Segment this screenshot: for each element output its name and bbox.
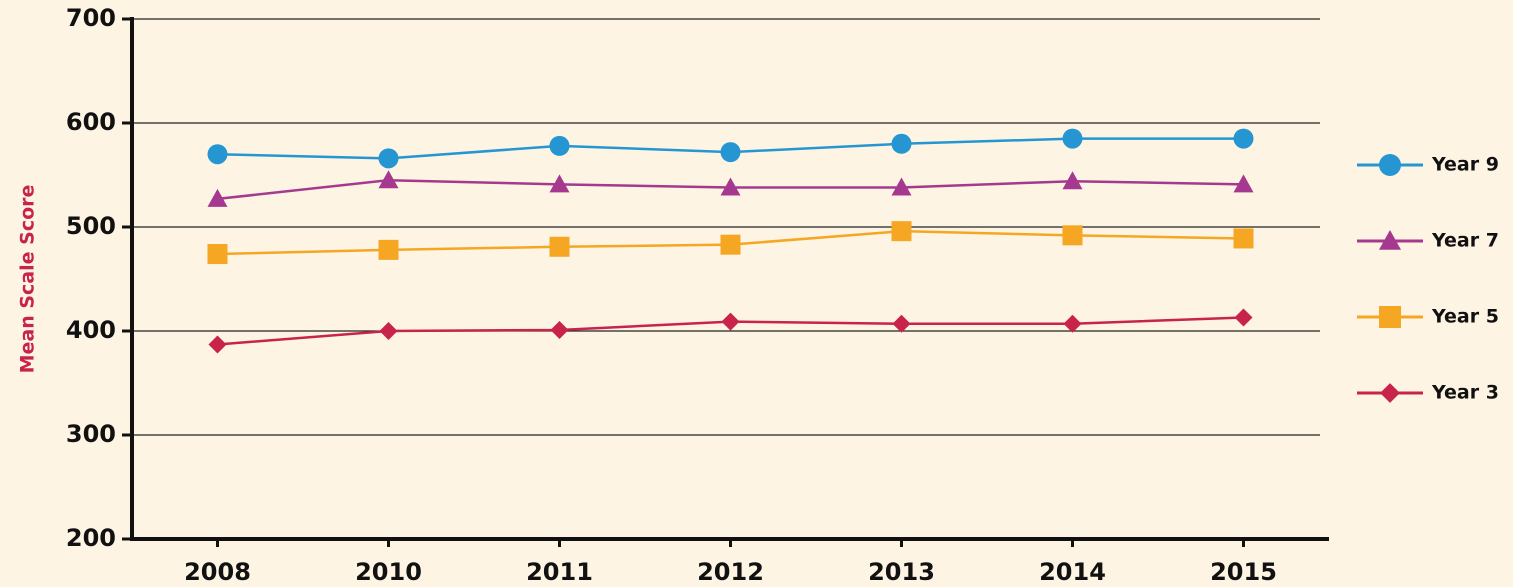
y-tick-label: 200: [66, 524, 116, 552]
point: [1379, 154, 1401, 176]
point: [208, 335, 227, 354]
point: [207, 244, 228, 265]
point: [378, 170, 399, 189]
x-tick-label: 2015: [1210, 558, 1277, 586]
point: [891, 177, 912, 196]
y-tick-label: 600: [66, 108, 116, 136]
point: [207, 188, 228, 207]
point: [891, 133, 912, 154]
point: [891, 221, 912, 242]
legend-label: Year 5: [1431, 306, 1499, 328]
point: [721, 312, 740, 331]
x-tick-label: 2008: [184, 558, 251, 586]
legend-label: Year 3: [1431, 382, 1499, 404]
point: [1062, 225, 1083, 246]
point: [720, 142, 741, 163]
point: [1233, 128, 1254, 149]
legend-label: Year 9: [1431, 154, 1499, 176]
x-tick-label: 2011: [526, 558, 593, 586]
point: [1379, 306, 1401, 328]
point: [1233, 174, 1254, 193]
point: [1233, 228, 1254, 249]
point: [550, 320, 569, 339]
point: [1379, 230, 1401, 250]
point: [1234, 308, 1253, 327]
y-tick-label: 500: [66, 212, 116, 240]
point: [1380, 383, 1400, 403]
point: [892, 314, 911, 333]
point: [207, 144, 228, 165]
point: [1062, 128, 1083, 149]
point: [1063, 314, 1082, 333]
y-tick-label: 700: [66, 4, 116, 32]
point: [378, 239, 399, 260]
point: [549, 135, 570, 156]
legend-label: Year 7: [1431, 230, 1499, 252]
point: [720, 177, 741, 196]
x-tick-label: 2010: [355, 558, 422, 586]
point: [549, 236, 570, 257]
point: [549, 174, 570, 193]
x-tick-label: 2014: [1039, 558, 1106, 586]
y-tick-label: 400: [66, 316, 116, 344]
point: [378, 148, 399, 169]
y-tick-label: 300: [66, 420, 116, 448]
point: [1062, 171, 1083, 190]
x-tick-label: 2012: [697, 558, 764, 586]
y-axis-label: Mean Scale Score: [17, 185, 39, 374]
x-tick-label: 2013: [868, 558, 935, 586]
point: [379, 322, 398, 340]
point: [720, 234, 741, 255]
